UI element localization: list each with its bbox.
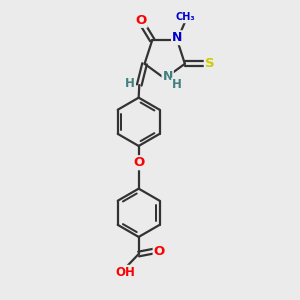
- Text: O: O: [154, 244, 165, 258]
- Text: S: S: [205, 57, 214, 70]
- Text: O: O: [133, 156, 144, 169]
- Text: O: O: [135, 14, 147, 27]
- Text: CH₃: CH₃: [176, 12, 195, 22]
- Text: N: N: [172, 31, 182, 44]
- Text: N: N: [163, 70, 173, 83]
- Text: H: H: [125, 77, 135, 90]
- Text: OH: OH: [116, 266, 135, 279]
- Text: H: H: [172, 78, 182, 92]
